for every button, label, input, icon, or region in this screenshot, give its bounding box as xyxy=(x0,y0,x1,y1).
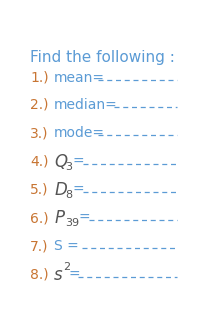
Text: mode=: mode= xyxy=(54,126,105,140)
Text: Find the following :: Find the following : xyxy=(30,50,175,65)
Text: Q: Q xyxy=(54,153,67,171)
Text: 3: 3 xyxy=(65,162,73,172)
Text: 8: 8 xyxy=(65,190,73,200)
Text: 39: 39 xyxy=(65,218,80,228)
Text: mean=: mean= xyxy=(54,71,105,85)
Text: 6.): 6.) xyxy=(30,211,48,225)
Text: 4.): 4.) xyxy=(30,155,48,168)
Text: =: = xyxy=(73,155,85,168)
Text: P: P xyxy=(54,209,64,227)
Text: s: s xyxy=(54,266,63,284)
Text: 5.): 5.) xyxy=(30,183,48,197)
Text: 2.): 2.) xyxy=(30,98,48,112)
Text: D: D xyxy=(54,181,67,199)
Text: 7.): 7.) xyxy=(30,239,48,253)
Text: S =: S = xyxy=(54,239,79,253)
Text: =: = xyxy=(73,183,85,197)
Text: =: = xyxy=(79,211,90,225)
Text: 2: 2 xyxy=(63,262,70,272)
Text: 1.): 1.) xyxy=(30,71,48,85)
Text: 8.): 8.) xyxy=(30,268,48,282)
Text: median=: median= xyxy=(54,98,118,112)
Text: =: = xyxy=(69,268,80,282)
Text: 3.): 3.) xyxy=(30,126,48,140)
